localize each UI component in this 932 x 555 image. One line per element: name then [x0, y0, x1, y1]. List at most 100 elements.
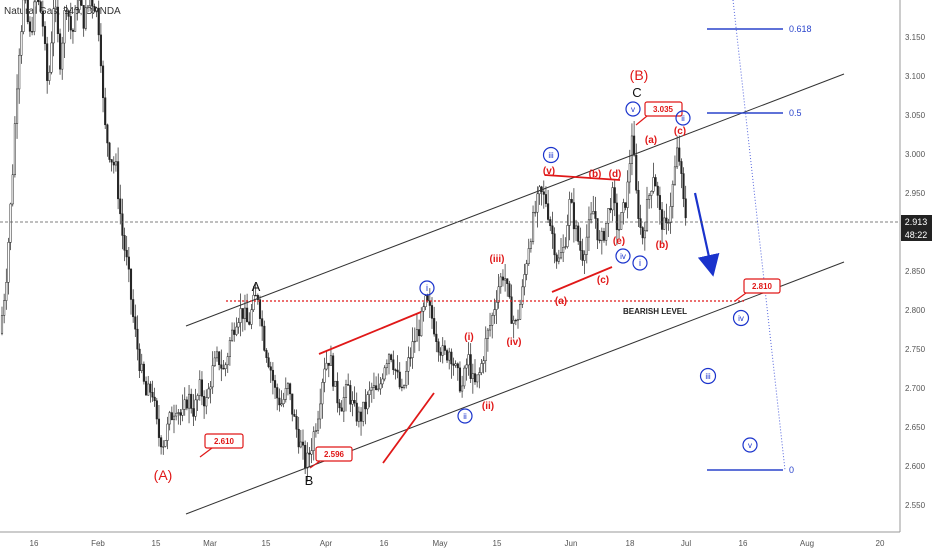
- candle-body: [382, 379, 384, 384]
- price-tick-label: 3.150: [905, 33, 926, 42]
- time-tick-label: Jul: [681, 539, 691, 548]
- candle-body: [395, 370, 397, 371]
- price-tick-label: 2.950: [905, 189, 926, 198]
- candle-body: [178, 413, 180, 414]
- candle-body: [203, 396, 205, 406]
- candle-body: [98, 8, 100, 35]
- candle-body: [231, 330, 233, 340]
- candle-body: [113, 162, 115, 165]
- candle-body: [358, 412, 360, 421]
- circled-label-iii-proj: iii: [701, 369, 716, 384]
- wave-label-A: A: [252, 279, 261, 294]
- candle-body: [375, 386, 377, 390]
- price-tick-label: 2.600: [905, 462, 926, 471]
- candle-body: [205, 398, 207, 406]
- candle-body: [296, 416, 298, 429]
- last-price-tag: 2.913: [905, 217, 928, 227]
- candle-body: [440, 352, 442, 355]
- candle-body: [584, 254, 586, 260]
- price-tick-label: 3.000: [905, 150, 926, 159]
- candle-body: [124, 235, 126, 250]
- time-tick-label: Feb: [91, 539, 105, 548]
- candle-body: [420, 311, 422, 336]
- bearish-level-label: BEARISH LEVEL: [623, 307, 687, 316]
- candle-body: [175, 413, 177, 416]
- candle-body: [479, 373, 481, 375]
- candle-body: [640, 219, 642, 228]
- countdown-tag: 48:22: [905, 230, 928, 240]
- red-trendline-2: [383, 393, 434, 463]
- candle-body: [216, 352, 218, 358]
- candle-body: [556, 255, 558, 261]
- candle-body: [240, 308, 242, 322]
- candle-body: [31, 31, 33, 32]
- candle-body: [111, 160, 113, 163]
- candle-body: [33, 2, 35, 32]
- wave-label-iv: (iv): [507, 337, 522, 348]
- candle-body: [390, 355, 392, 360]
- svg-text:ii: ii: [463, 412, 467, 421]
- candle-body: [397, 370, 399, 372]
- candle-body: [72, 30, 74, 31]
- svg-text:iii: iii: [705, 372, 711, 381]
- candle-body: [519, 304, 521, 319]
- candle-body: [483, 361, 485, 364]
- wave-label-b-high: (b): [589, 169, 602, 180]
- candle-body: [337, 381, 339, 403]
- candle-body: [580, 241, 582, 250]
- candle-body: [612, 188, 614, 210]
- price-axis[interactable]: 3.1503.1003.0503.0002.9502.9002.8502.800…: [900, 0, 932, 532]
- circled-label-i-jun: i: [633, 256, 647, 270]
- candle-body: [399, 372, 401, 387]
- candle-body: [279, 398, 281, 405]
- candle-body: [61, 43, 63, 69]
- time-tick-label: 16: [30, 539, 39, 548]
- candle-body: [330, 356, 332, 366]
- wave-label-a-low: (a): [555, 296, 567, 307]
- candle-body: [463, 368, 465, 386]
- price-tag-2810: 2.810: [735, 279, 780, 301]
- candle-body: [242, 308, 244, 318]
- candle-body: [160, 438, 162, 447]
- candle-body: [94, 6, 96, 11]
- svg-text:2.610: 2.610: [214, 437, 235, 446]
- time-tick-label: 16: [739, 539, 748, 548]
- candle-body: [534, 212, 536, 213]
- candle-body: [42, 11, 44, 26]
- candle-body: [23, 0, 25, 32]
- candle-body: [173, 416, 175, 420]
- candle-body: [59, 34, 61, 69]
- time-tick-label: May: [432, 539, 447, 548]
- candle-body: [562, 247, 564, 252]
- candle-body: [137, 329, 139, 349]
- candle-body: [532, 212, 534, 241]
- time-tick-label: Mar: [203, 539, 217, 548]
- candle-body: [610, 208, 612, 209]
- candle-body: [117, 162, 119, 199]
- candle-body: [266, 350, 268, 357]
- price-tick-label: 2.850: [905, 267, 926, 276]
- price-tick-label: 2.750: [905, 345, 926, 354]
- candle-body: [147, 384, 149, 395]
- candle-body: [154, 397, 156, 401]
- candle-body: [81, 0, 83, 5]
- candle-body: [165, 440, 167, 446]
- candle-body: [74, 9, 76, 31]
- candle-body: [49, 72, 51, 80]
- candle-body: [569, 199, 571, 225]
- candle-body: [380, 384, 382, 389]
- time-tick-label: 15: [493, 539, 502, 548]
- candle-body: [552, 226, 554, 234]
- candle-body: [221, 365, 223, 369]
- candle-body: [558, 258, 560, 261]
- candle-body: [635, 155, 637, 190]
- time-tick-label: 18: [626, 539, 635, 548]
- candle-body: [496, 302, 498, 309]
- candle-body: [354, 400, 356, 403]
- candle-body: [167, 424, 169, 440]
- candle-body: [345, 384, 347, 397]
- svg-text:2.596: 2.596: [324, 450, 345, 459]
- price-tick-label: 3.100: [905, 72, 926, 81]
